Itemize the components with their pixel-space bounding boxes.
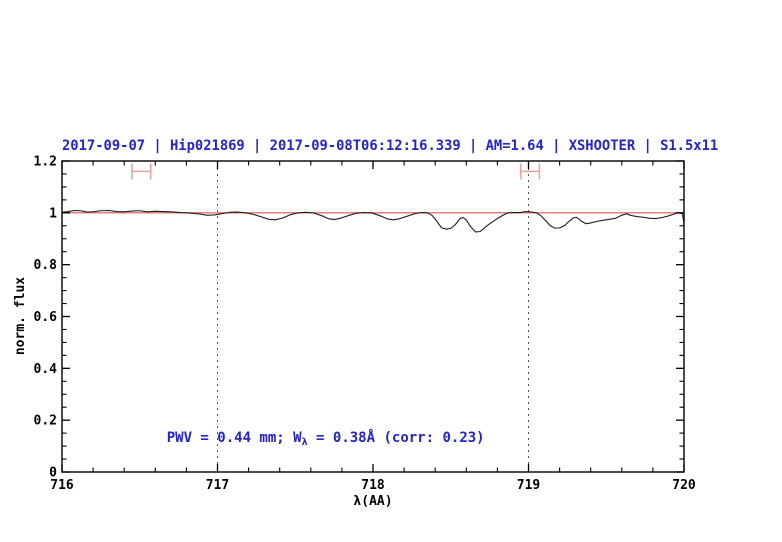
x-tick-label: 716 xyxy=(50,478,74,493)
plot-title: 2017-09-07 | Hip021869 | 2017-09-08T06:1… xyxy=(62,138,718,154)
x-tick-label: 718 xyxy=(361,478,385,493)
axis-ticks xyxy=(61,160,685,473)
y-tick-label: 1 xyxy=(49,206,57,221)
y-tick-label: 0.6 xyxy=(34,310,58,325)
y-tick-label: 0 xyxy=(49,466,57,481)
pwv-annotation-lambda-subscript: λ xyxy=(301,437,308,448)
pwv-annotation: PWV = 0.44 mm; Wλ = 0.38Å (corr: 0.23) xyxy=(133,413,485,468)
y-tick-label: 0.8 xyxy=(34,258,58,273)
x-tick-labels: 716 717 718 719 720 xyxy=(50,478,696,493)
y-tick-labels: 0 0.2 0.4 0.6 0.8 1 1.2 xyxy=(34,155,58,481)
y-axis-label: norm. flux xyxy=(13,277,28,355)
spectrum-line xyxy=(61,209,685,233)
pwv-annotation-suffix: = 0.38Å (corr: 0.23) xyxy=(307,430,485,446)
series-observed-spectrum xyxy=(61,209,685,233)
band-markers xyxy=(131,163,541,180)
pwv-annotation-prefix: PWV = 0.44 mm; W xyxy=(166,430,302,446)
x-tick-label: 720 xyxy=(672,478,696,493)
x-axis-label: λ(AA) xyxy=(353,494,392,509)
x-tick-label: 719 xyxy=(517,478,540,493)
x-tick-label: 717 xyxy=(206,478,229,493)
y-tick-label: 1.2 xyxy=(34,155,57,170)
y-tick-label: 0.4 xyxy=(34,362,58,377)
y-tick-label: 0.2 xyxy=(34,414,57,429)
